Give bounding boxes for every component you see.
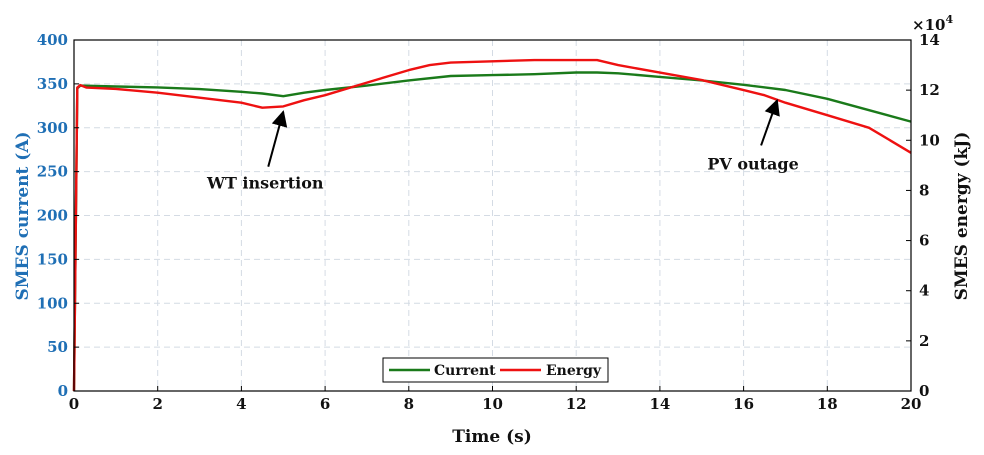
- annotation-arrow: [760, 98, 780, 146]
- y-left-tick-label: 0: [58, 382, 68, 400]
- x-axis-title: Time (s): [452, 427, 532, 447]
- y-left-tick-label: 250: [37, 163, 68, 181]
- x-tick-label: 10: [482, 395, 503, 413]
- y-left-tick-label: 350: [37, 75, 68, 93]
- series-lines: [72, 58, 912, 392]
- y-left-tick-label: 200: [37, 207, 68, 225]
- y-axis-title-left: SMES current (A): [13, 131, 33, 300]
- series-line-current: [72, 71, 912, 392]
- legend-label-energy: Energy: [546, 363, 602, 379]
- x-tick-label: 2: [152, 395, 162, 413]
- x-tick-label: 12: [566, 395, 587, 413]
- x-tick-label: 14: [649, 395, 670, 413]
- x-tick-label: 18: [817, 395, 838, 413]
- y-right-tick-label: 4: [919, 282, 929, 300]
- legend: Current Energy: [382, 357, 609, 383]
- right-axis-exponent: ×104: [912, 13, 953, 34]
- y-left-tick-label: 300: [37, 119, 68, 137]
- tick-labels: 0 2 4 6 8 10 12 14 16 18 2005010015020025030035040…: [37, 31, 940, 413]
- x-tick-label: 20: [901, 395, 922, 413]
- annotation-arrow: [267, 110, 288, 167]
- x-tick-label: 6: [320, 395, 330, 413]
- y-left-tick-label: 400: [37, 31, 68, 49]
- y-left-tick-label: 100: [37, 294, 68, 312]
- x-tick-label: 0: [69, 395, 79, 413]
- y-right-tick-label: 12: [919, 81, 940, 99]
- annotation-label: PV outage: [707, 154, 798, 173]
- y-right-tick-label: 14: [919, 31, 940, 49]
- series-line-energy: [72, 58, 912, 392]
- x-tick-label: 8: [404, 395, 414, 413]
- right-axis-exponent-power: 4: [945, 13, 953, 26]
- y-left-tick-label: 50: [47, 338, 68, 356]
- annotations: WT insertion PV outage: [206, 98, 799, 193]
- y-right-tick-label: 2: [919, 332, 929, 350]
- annotation-label: WT insertion: [206, 174, 324, 193]
- y-right-tick-label: 10: [919, 131, 940, 149]
- x-tick-label: 4: [236, 395, 246, 413]
- y-axis-title-right: SMES energy (kJ): [952, 132, 972, 301]
- y-right-tick-label: 6: [919, 232, 929, 250]
- x-tick-label: 16: [733, 395, 754, 413]
- y-right-tick-label: 8: [919, 181, 929, 199]
- y-left-tick-label: 150: [37, 250, 68, 268]
- grid: [74, 40, 911, 391]
- y-right-tick-label: 0: [919, 382, 929, 400]
- legend-label-current: Current: [434, 363, 496, 379]
